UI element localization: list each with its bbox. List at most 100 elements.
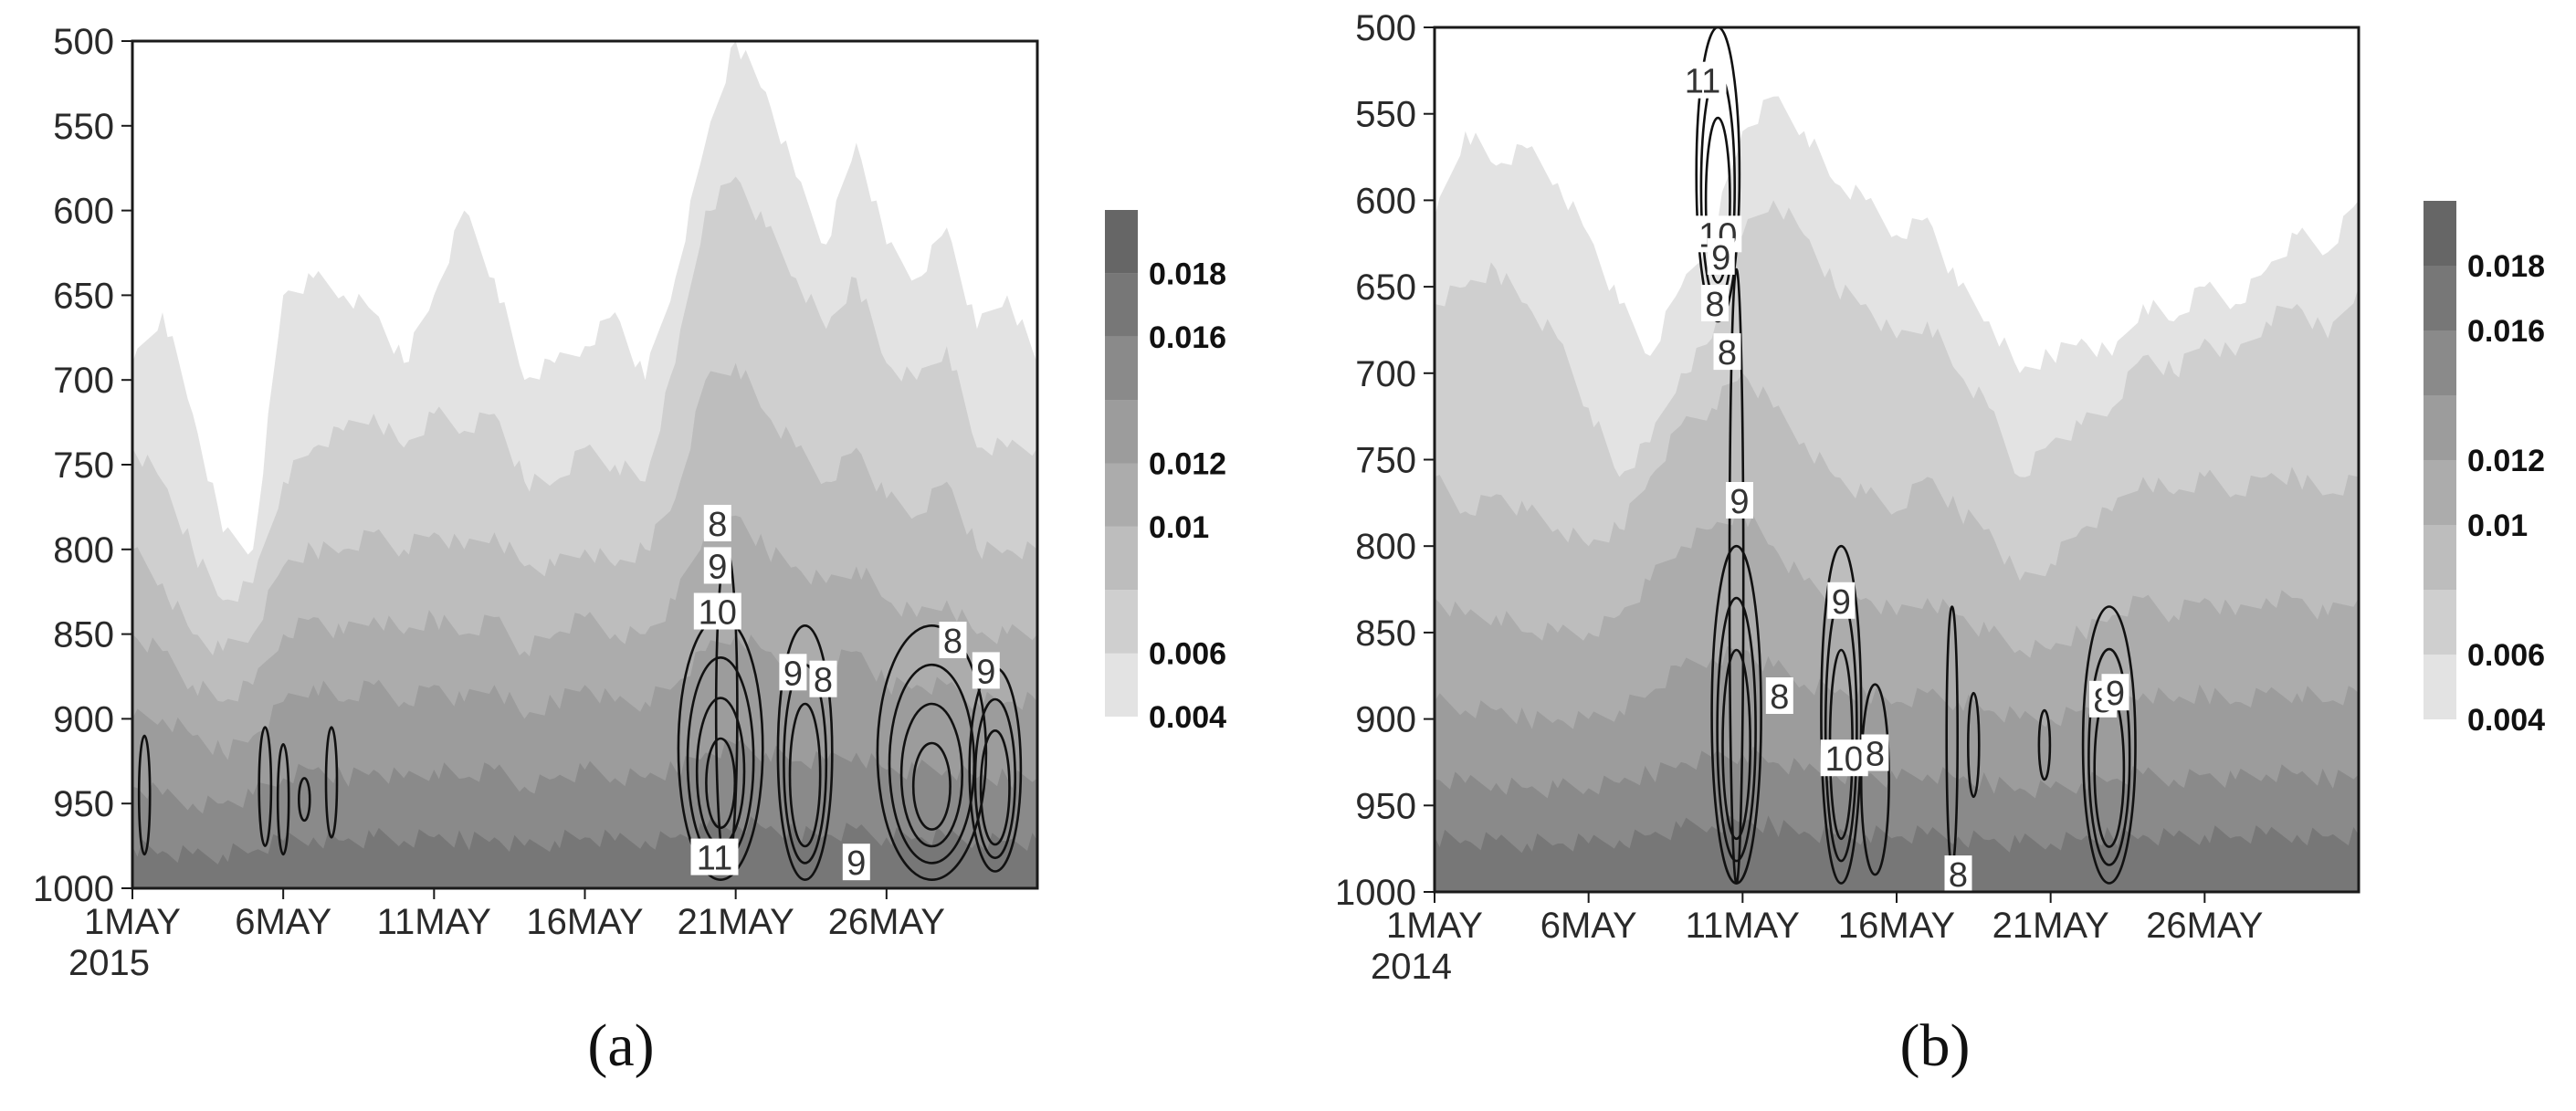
contour-label-box	[1944, 855, 1972, 892]
colorbar-swatch	[1105, 653, 1138, 717]
y-tick-label: 550	[1355, 95, 1416, 135]
contour-label-box	[842, 844, 870, 881]
contour-label: 9	[1832, 583, 1851, 622]
moisture-band-0_016	[1435, 814, 2359, 892]
contour-line	[899, 702, 964, 848]
colorbar-label: 0.004	[1149, 700, 1226, 735]
colorbar-swatch	[2424, 525, 2456, 590]
contour-line	[1710, 544, 1762, 885]
contour-line	[258, 726, 273, 847]
y-tick-label: 950	[1355, 786, 1416, 826]
chart-b-svg: 1110988998108889500550600650700750800850…	[1335, 8, 2545, 987]
contour-line	[1716, 596, 1757, 863]
contour-label: 9	[708, 548, 727, 586]
contour-label-box	[1827, 582, 1856, 619]
y-tick-label: 700	[1355, 354, 1416, 394]
contour-label-box	[703, 505, 731, 541]
colorbar-swatch	[1105, 590, 1138, 654]
colorbar-label: 0.006	[2467, 638, 2545, 673]
contour-line	[1966, 691, 1981, 799]
contour-line	[973, 697, 1017, 860]
contour-line	[297, 777, 311, 823]
x-tick-label: 6MAY	[235, 902, 331, 942]
contour-label: 11	[1685, 63, 1720, 101]
y-tick-label: 600	[1355, 181, 1416, 221]
y-tick-label: 750	[1355, 441, 1416, 481]
contour-label: 8	[814, 662, 833, 700]
y-tick-label: 650	[1355, 267, 1416, 308]
contour-label: 9	[1711, 239, 1730, 278]
colorbar-swatch	[2424, 330, 2456, 395]
contour-label-box	[1765, 677, 1793, 714]
panel-b: 1110988998108889500550600650700750800850…	[1288, 0, 2576, 1111]
contour-line	[2037, 708, 2052, 781]
colorbar-swatch	[1105, 210, 1138, 274]
y-tick-label: 900	[53, 699, 114, 739]
plot-area: 1110988998108889	[1435, 27, 2359, 895]
colorbar-swatch	[1105, 400, 1138, 464]
colorbar-swatch	[1105, 463, 1138, 527]
contour-label: 11	[697, 840, 732, 878]
contour-line	[911, 741, 952, 831]
contour-label: 8	[1770, 678, 1789, 717]
colorbar-swatch	[1105, 526, 1138, 591]
contour-line	[776, 624, 834, 881]
y-tick-label: 850	[53, 615, 114, 655]
contour-line	[137, 734, 152, 856]
panel-a: 8 9 10 11 9 8 9 8 9 500 550 600 650 700 750 800 850 900 95…	[33, 22, 1226, 1079]
y-tick-label: 800	[53, 530, 114, 571]
colorbar-label: 0.01	[2467, 508, 2528, 543]
contour-label-box	[1713, 333, 1741, 371]
colorbar-swatch	[2424, 395, 2456, 460]
contour-label: 9	[1730, 483, 1749, 521]
contour-label-box	[693, 592, 741, 630]
y-tick-label: 500	[1355, 8, 1416, 48]
contour-label-box	[809, 660, 837, 697]
colorbar-label: 0.006	[1149, 637, 1226, 672]
contour-line	[888, 663, 976, 865]
contour-label: 10	[1825, 740, 1864, 779]
x-year-label: 2015	[68, 943, 150, 983]
contour-line	[276, 742, 290, 856]
contour-label: 8	[1949, 856, 1968, 895]
contour-label: 8	[1866, 736, 1885, 774]
colorbar-label: 0.012	[2467, 444, 2545, 478]
contour-line	[2081, 605, 2137, 885]
colorbar-swatch	[2424, 201, 2456, 266]
y-tick-label: 500	[53, 22, 114, 62]
y-tick-label: 950	[53, 784, 114, 824]
colorbar-swatch	[2424, 460, 2456, 525]
contour-label-box	[1707, 237, 1735, 275]
colorbar-swatch	[1105, 336, 1138, 401]
contour-label: 10	[699, 594, 737, 633]
contour-line	[1704, 116, 1731, 284]
contour-label-box	[690, 838, 739, 875]
contour-label-box	[703, 547, 731, 584]
y-tick-label: 550	[53, 107, 114, 147]
moisture-band-0_016	[132, 816, 1037, 888]
contour-label: 9	[976, 653, 995, 691]
x-year-label: 2014	[1371, 947, 1452, 987]
y-tick-label: 700	[53, 361, 114, 401]
contour-line	[788, 702, 822, 848]
x-tick-label: 6MAY	[1540, 906, 1637, 946]
caption-b: (b)	[1899, 1012, 1971, 1079]
colorbar-label: 0.018	[1149, 257, 1226, 291]
colorbar-label: 0.016	[2467, 314, 2545, 349]
x-tick-label: 21MAY	[678, 902, 794, 942]
x-tick-label: 11MAY	[377, 902, 491, 942]
contour-line	[324, 726, 339, 839]
contour-label: 9	[783, 655, 803, 693]
y-tick-label: 900	[1355, 700, 1416, 740]
colorbar-swatch	[1105, 273, 1138, 337]
x-tick-label: 1MAY	[84, 902, 181, 942]
contour-label-box	[1678, 61, 1727, 99]
contour-line	[1859, 683, 1890, 876]
contour-line	[876, 624, 988, 881]
contour-label-box	[779, 654, 807, 691]
caption-a: (a)	[587, 1012, 655, 1079]
x-tick-label: 11MAY	[1686, 906, 1800, 946]
contour-line	[1721, 648, 1752, 841]
x-tick-label: 26MAY	[2146, 906, 2263, 946]
